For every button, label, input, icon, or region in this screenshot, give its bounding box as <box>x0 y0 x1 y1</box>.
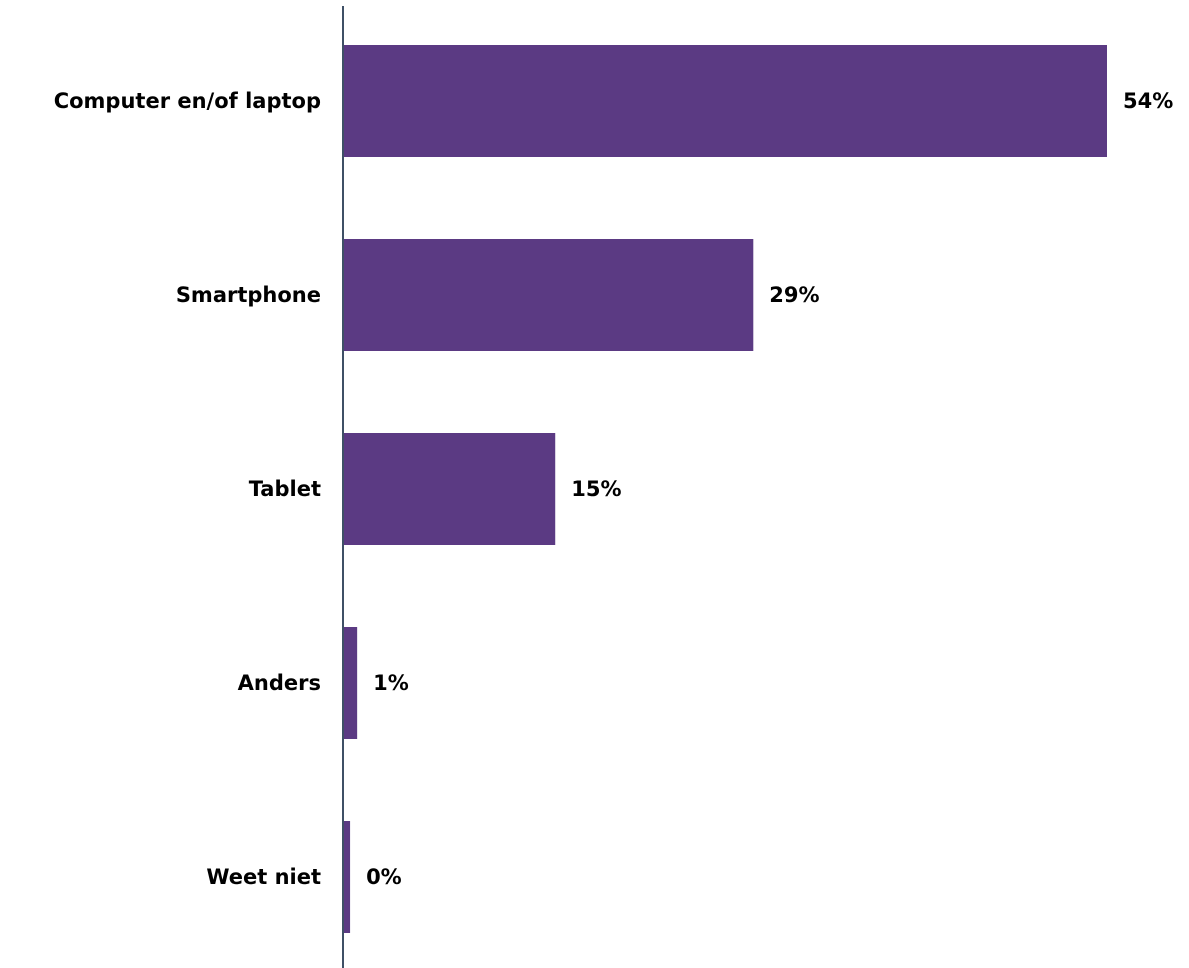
value-label-smartphone: 29% <box>769 283 819 307</box>
value-label-tablet: 15% <box>571 477 621 501</box>
bar-tablet <box>343 433 556 545</box>
bar-anders <box>343 627 358 739</box>
value-label-weet-niet: 0% <box>366 865 402 889</box>
category-label-anders: Anders <box>238 671 321 695</box>
category-label-weet-niet: Weet niet <box>206 865 321 889</box>
bar-computer-en-of-laptop <box>343 45 1107 157</box>
category-labels-group: Computer en/of laptop Smartphone Tablet And… <box>54 89 321 889</box>
value-label-anders: 1% <box>373 671 409 695</box>
bars-group <box>343 45 1107 933</box>
value-label-computer-en-of-laptop: 54% <box>1123 89 1173 113</box>
category-label-computer-en-of-laptop: Computer en/of laptop <box>54 89 321 113</box>
value-labels-group: 54% 29% 15% 1% 0% <box>366 89 1173 889</box>
category-label-smartphone: Smartphone <box>176 283 321 307</box>
bar-weet-niet <box>343 821 351 933</box>
category-label-tablet: Tablet <box>249 477 321 501</box>
bar-smartphone <box>343 239 754 351</box>
